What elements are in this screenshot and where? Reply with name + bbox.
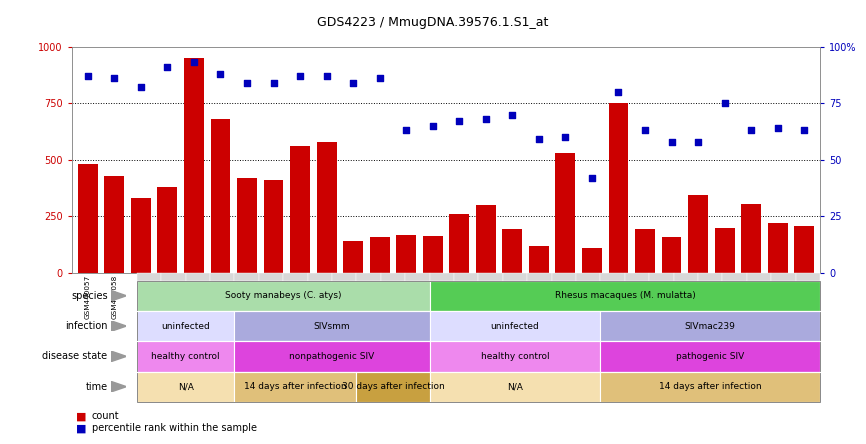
Bar	[555, 153, 575, 273]
Point	[214, 70, 228, 77]
Text: healthy control: healthy control	[481, 352, 549, 361]
Bar	[502, 229, 522, 273]
Text: uninfected: uninfected	[491, 321, 540, 331]
Text: Rhesus macaques (M. mulatta): Rhesus macaques (M. mulatta)	[554, 291, 695, 300]
Point	[372, 75, 386, 82]
Bar	[609, 103, 629, 273]
Point	[187, 59, 201, 66]
Text: infection: infection	[65, 321, 107, 331]
Text: Sooty manabeys (C. atys): Sooty manabeys (C. atys)	[225, 291, 341, 300]
Point	[718, 100, 732, 107]
Text: nonpathogenic SIV: nonpathogenic SIV	[289, 352, 375, 361]
Point	[399, 127, 413, 134]
Point	[452, 118, 466, 125]
Bar	[290, 146, 310, 273]
Bar	[529, 246, 549, 273]
Point	[691, 138, 705, 145]
Text: 14 days after infection: 14 days after infection	[659, 382, 761, 391]
Point	[638, 127, 652, 134]
Bar	[582, 248, 602, 273]
Bar	[210, 119, 230, 273]
Bar	[370, 237, 390, 273]
Point	[744, 127, 758, 134]
Text: time: time	[86, 382, 107, 392]
Polygon shape	[111, 351, 126, 362]
Text: 14 days after infection: 14 days after infection	[244, 382, 346, 391]
Bar	[263, 180, 283, 273]
Bar	[343, 242, 363, 273]
Bar	[78, 164, 98, 273]
Point	[664, 138, 678, 145]
Bar	[475, 205, 495, 273]
Bar	[688, 195, 708, 273]
Point	[771, 125, 785, 132]
Bar	[662, 237, 682, 273]
Text: GDS4223 / MmugDNA.39576.1.S1_at: GDS4223 / MmugDNA.39576.1.S1_at	[317, 16, 549, 28]
Bar	[158, 187, 178, 273]
Bar	[131, 198, 151, 273]
Text: N/A: N/A	[507, 382, 523, 391]
Text: SIVsmm: SIVsmm	[313, 321, 351, 331]
Bar	[794, 226, 814, 273]
Point	[532, 136, 546, 143]
Bar	[449, 214, 469, 273]
Bar	[317, 142, 337, 273]
Text: 30 days after infection: 30 days after infection	[342, 382, 444, 391]
Point	[107, 75, 121, 82]
Point	[134, 84, 148, 91]
Text: disease state: disease state	[42, 351, 107, 361]
Polygon shape	[111, 290, 126, 301]
Point	[798, 127, 811, 134]
Point	[160, 63, 174, 71]
Bar	[714, 228, 734, 273]
Bar	[397, 234, 417, 273]
Polygon shape	[111, 321, 126, 331]
Text: species: species	[71, 291, 107, 301]
Point	[320, 72, 333, 79]
Text: percentile rank within the sample: percentile rank within the sample	[92, 424, 257, 433]
Text: pathogenic SIV: pathogenic SIV	[676, 352, 745, 361]
Point	[426, 123, 440, 130]
Point	[293, 72, 307, 79]
Text: count: count	[92, 412, 120, 421]
Point	[479, 115, 493, 123]
Text: N/A: N/A	[178, 382, 194, 391]
Text: ■: ■	[76, 412, 87, 421]
Point	[81, 72, 94, 79]
Point	[346, 79, 360, 87]
Point	[506, 111, 520, 118]
Bar	[741, 204, 761, 273]
Text: SIVmac239: SIVmac239	[685, 321, 736, 331]
Text: healthy control: healthy control	[152, 352, 220, 361]
Text: ■: ■	[76, 424, 87, 433]
Point	[240, 79, 254, 87]
Bar	[184, 58, 204, 273]
Point	[267, 79, 281, 87]
Bar	[767, 223, 787, 273]
Bar	[105, 176, 125, 273]
Point	[611, 88, 625, 95]
Polygon shape	[111, 381, 126, 392]
Text: uninfected: uninfected	[161, 321, 210, 331]
Point	[585, 174, 599, 182]
Bar	[237, 178, 257, 273]
Bar	[423, 236, 443, 273]
Bar	[635, 229, 655, 273]
Point	[559, 134, 572, 141]
